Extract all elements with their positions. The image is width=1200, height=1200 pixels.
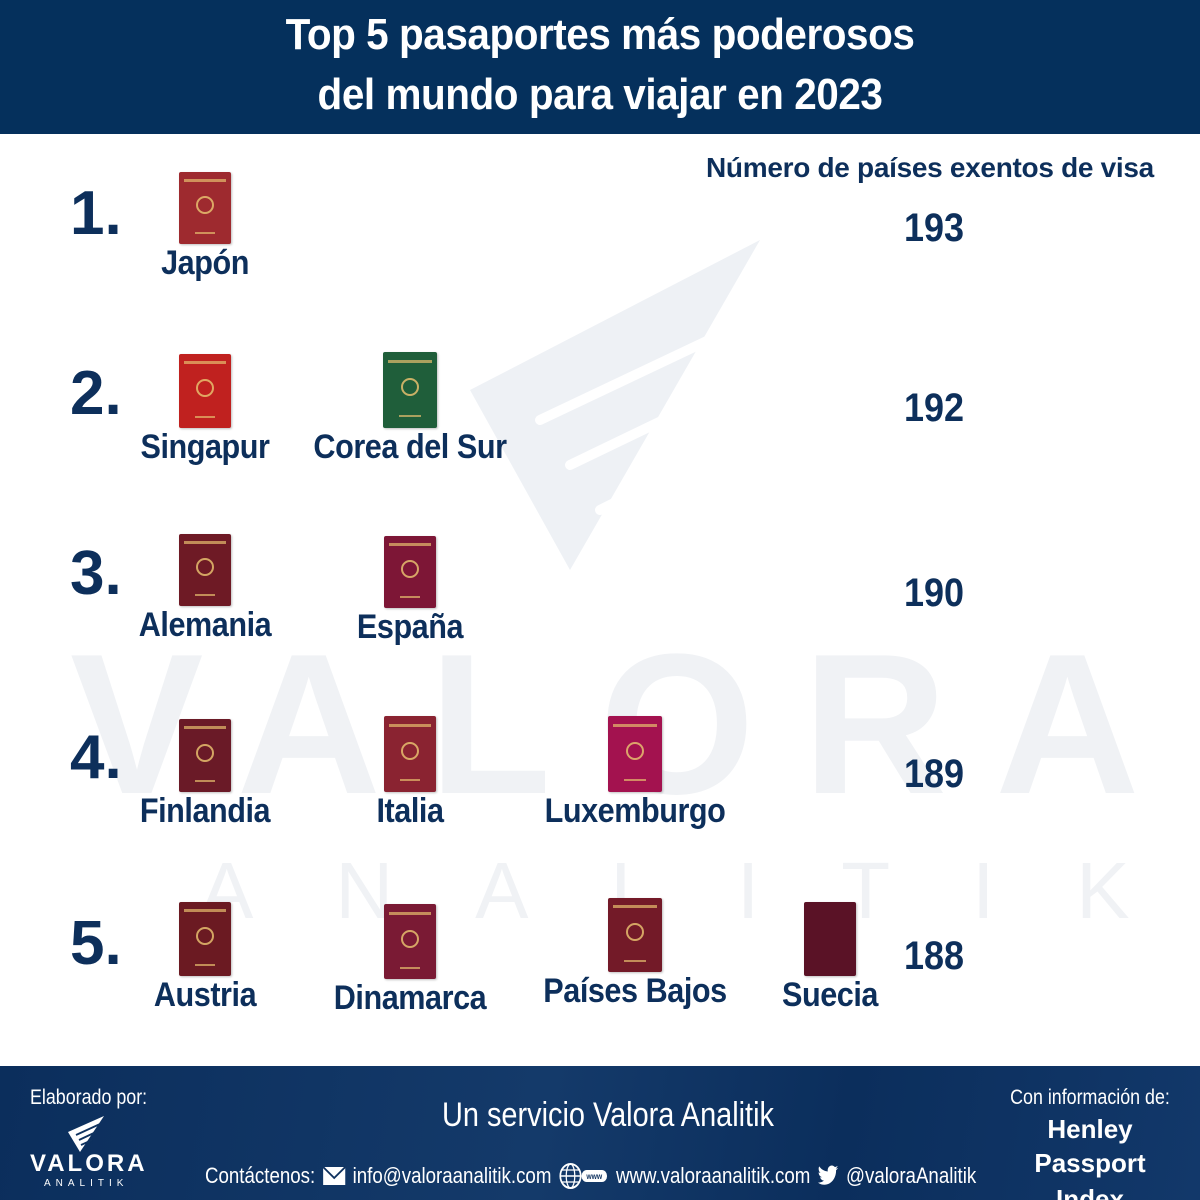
analitik-watermark: ANALITIK bbox=[200, 846, 1200, 935]
visa-free-column-header: Número de países exentos de visa bbox=[706, 152, 1154, 183]
country-name: Dinamarca bbox=[333, 979, 487, 1017]
valora-wing-watermark-icon bbox=[470, 240, 760, 570]
country-name: Corea del Sur bbox=[313, 428, 507, 466]
svg-text:www: www bbox=[585, 1171, 602, 1181]
passport-icon bbox=[608, 898, 662, 972]
country-espana: España bbox=[340, 536, 480, 647]
country-name: Suecia bbox=[782, 976, 878, 1014]
twitter-bird-icon bbox=[818, 1165, 839, 1185]
valora-watermark: VALORA bbox=[70, 610, 1170, 840]
passport-icon bbox=[608, 716, 662, 792]
passport-icon bbox=[179, 719, 231, 792]
valora-logo-wing-icon bbox=[68, 1116, 104, 1152]
source-name-line-1: Henley Passport bbox=[1034, 1114, 1146, 1178]
country-corea-del-sur: Corea del Sur bbox=[295, 352, 525, 467]
passport-icon bbox=[384, 716, 436, 792]
email-link[interactable]: info@valoraanalitik.com bbox=[352, 1163, 552, 1188]
country-name: Japón bbox=[161, 244, 249, 282]
country-paises-bajos: Países Bajos bbox=[525, 898, 745, 1011]
rank-1-label: 1. bbox=[70, 179, 122, 248]
passport-icon bbox=[383, 352, 437, 428]
analitik-logo-text: ANALITIK bbox=[44, 1178, 129, 1189]
title-line-2: del mundo para viajar en 2023 bbox=[317, 70, 883, 119]
passport-icon bbox=[179, 354, 231, 428]
country-dinamarca: Dinamarca bbox=[315, 904, 505, 1018]
globe-www-icon: www bbox=[559, 1163, 607, 1189]
contact-row: Contáctenos: info@valoraanalitik.com www… bbox=[205, 1161, 976, 1191]
country-japon: Japón bbox=[145, 172, 265, 283]
passport-icon bbox=[179, 534, 231, 606]
passport-icon bbox=[179, 172, 231, 244]
rank-3-label: 3. bbox=[70, 539, 122, 608]
service-tagline: Un servicio Valora Analitik bbox=[442, 1096, 774, 1134]
country-italia: Italia bbox=[350, 716, 470, 831]
source-label: Con información de: bbox=[1010, 1086, 1170, 1109]
rank-3-count: 190 bbox=[904, 571, 965, 615]
country-name: Países Bajos bbox=[543, 972, 727, 1010]
rank-1-count: 193 bbox=[904, 206, 965, 250]
source-block: Con información de: Henley Passport Inde… bbox=[990, 1086, 1190, 1200]
contact-label: Contáctenos: bbox=[205, 1163, 316, 1188]
country-name: Luxemburgo bbox=[544, 792, 726, 830]
rank-4-label: 4. bbox=[70, 723, 122, 792]
rank-4-count: 189 bbox=[904, 752, 965, 796]
country-alemania: Alemania bbox=[120, 534, 290, 645]
country-name: Austria bbox=[153, 976, 257, 1014]
rank-5-label: 5. bbox=[70, 909, 122, 978]
country-finlandia: Finlandia bbox=[120, 719, 290, 831]
country-suecia: Suecia bbox=[765, 902, 895, 1015]
title-line-1: Top 5 pasaportes más poderosos bbox=[285, 10, 915, 59]
passport-icon bbox=[384, 536, 436, 608]
rank-5-count: 188 bbox=[904, 934, 965, 978]
website-link[interactable]: www.valoraanalitik.com bbox=[616, 1163, 811, 1188]
country-name: Italia bbox=[376, 792, 444, 830]
passport-icon bbox=[804, 902, 856, 976]
source-name-line-2: Index bbox=[1056, 1184, 1124, 1200]
elaborado-por-label: Elaborado por: bbox=[30, 1086, 148, 1109]
footer-banner: Elaborado por: VALORA ANALITIK Un servic… bbox=[0, 1066, 1200, 1200]
country-luxemburgo: Luxemburgo bbox=[525, 716, 745, 831]
country-name: España bbox=[356, 608, 464, 646]
country-austria: Austria bbox=[135, 902, 275, 1015]
header-banner: Top 5 pasaportes más poderosos del mundo… bbox=[0, 0, 1200, 134]
country-singapur: Singapur bbox=[125, 354, 285, 467]
email-icon bbox=[322, 1166, 346, 1185]
passport-icon bbox=[179, 902, 231, 976]
country-name: Singapur bbox=[140, 428, 270, 466]
passport-icon bbox=[384, 904, 436, 979]
twitter-handle-link[interactable]: @valoraAnalitik bbox=[846, 1163, 977, 1188]
country-name: Alemania bbox=[138, 606, 272, 644]
rank-2-count: 192 bbox=[904, 386, 965, 430]
valora-logo-text: VALORA bbox=[30, 1150, 148, 1177]
country-name: Finlandia bbox=[139, 792, 271, 830]
rank-2-label: 2. bbox=[70, 359, 122, 428]
